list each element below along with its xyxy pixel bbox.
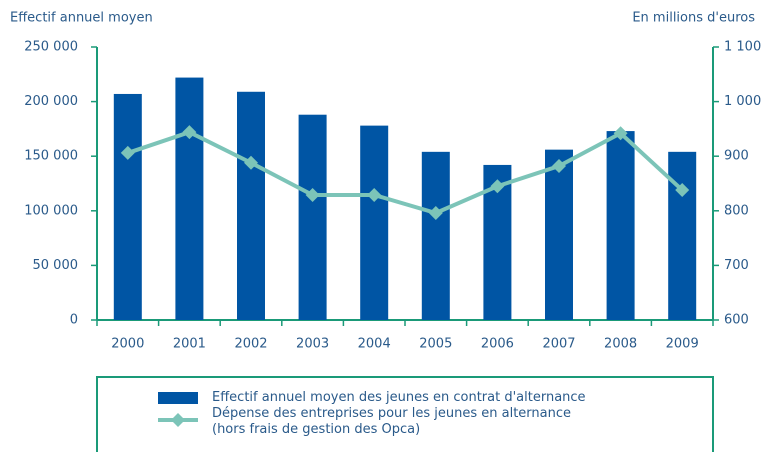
legend-swatch	[158, 392, 198, 404]
y2-tick-label: 1 100	[724, 40, 761, 55]
legend-frame	[96, 376, 714, 452]
line-marker	[244, 155, 258, 170]
y2-tick-label: 600	[724, 313, 749, 328]
y2-axis-label: En millions d'euros	[632, 11, 755, 26]
x-tick-label: 2006	[481, 337, 514, 352]
x-tick-label: 2003	[296, 337, 329, 352]
bar	[175, 77, 204, 321]
y-tick-label: 150 000	[24, 149, 78, 164]
bar	[237, 91, 265, 320]
y2-tick-label: 800	[724, 203, 749, 218]
line-marker	[367, 187, 382, 202]
legend-swatch	[171, 413, 185, 427]
line-marker	[613, 126, 628, 141]
line	[127, 130, 684, 216]
legend: Effectif annuel moyen des jeunes en cont…	[212, 390, 586, 438]
x-tick-label: 2009	[666, 337, 699, 352]
bar	[545, 149, 573, 320]
y2-tick-label: 900	[724, 149, 749, 164]
y-tick-label: 50 000	[33, 258, 79, 273]
line-marker	[305, 187, 320, 202]
bar	[113, 93, 142, 321]
line-marker	[428, 205, 443, 220]
bar	[298, 114, 327, 320]
x-tick-label: 2002	[234, 337, 267, 352]
y-tick-label: 250 000	[24, 40, 78, 55]
line-marker	[182, 125, 197, 140]
y-tick-label: 100 000	[24, 203, 78, 218]
x-tick-label: 2005	[419, 337, 452, 352]
bar	[421, 151, 450, 320]
line-marker	[675, 183, 690, 198]
legend-entry: Effectif annuel moyen des jeunes en cont…	[212, 390, 586, 405]
x-tick-label: 2007	[542, 337, 575, 352]
x-tick-label: 2008	[604, 337, 637, 352]
y-tick-label: 0	[70, 313, 78, 328]
line-marker	[490, 179, 505, 194]
bar	[606, 131, 635, 320]
x-tick-label: 2000	[111, 337, 144, 352]
x-tick-label: 2004	[358, 337, 391, 352]
legend-entry: Dépense des entreprises pour les jeunes …	[212, 406, 572, 437]
y-tick-label: 200 000	[24, 94, 78, 109]
line-marker	[552, 159, 566, 174]
bar	[668, 151, 697, 320]
line-marker	[120, 145, 135, 160]
x-tick-label: 2001	[173, 337, 206, 352]
y-axis-label: Effectif annuel moyen	[10, 11, 153, 26]
y2-tick-label: 1 000	[724, 94, 761, 109]
bar	[360, 125, 389, 321]
y2-tick-label: 700	[724, 258, 749, 273]
